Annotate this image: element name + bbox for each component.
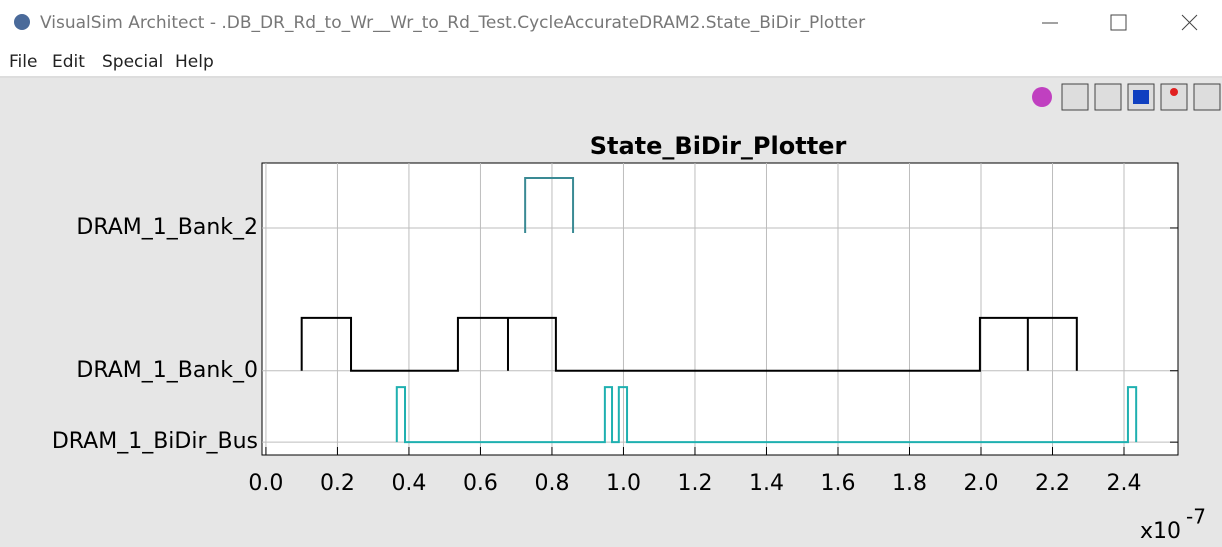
save-button[interactable] bbox=[1061, 83, 1089, 111]
chart: State_BiDir_Plotter x10 -7 0.0 0.2 0.4 0.6 0… bbox=[52, 132, 1206, 544]
x-tick-label: 0.2 bbox=[320, 471, 355, 496]
x-tick-label: 1.6 bbox=[820, 471, 855, 496]
menu-item[interactable]: Special bbox=[102, 52, 163, 72]
x-tick-label: 0.6 bbox=[463, 471, 498, 496]
x-tick-label: 1.0 bbox=[606, 471, 641, 496]
menu-item[interactable]: Edit bbox=[52, 52, 85, 72]
menu-item[interactable]: Help bbox=[175, 52, 214, 72]
reset-icon bbox=[1133, 90, 1149, 104]
x-tick-label: 2.2 bbox=[1035, 471, 1070, 496]
y-tick-label: DRAM_1_Bank_2 bbox=[76, 215, 258, 240]
x-tick-label: 1.2 bbox=[677, 471, 712, 496]
x-tick-label: 2.4 bbox=[1107, 471, 1142, 496]
format-icon bbox=[1170, 88, 1178, 96]
x-tick-label: 2.0 bbox=[963, 471, 998, 496]
x-tick-label: 1.4 bbox=[749, 471, 784, 496]
series-line bbox=[524, 176, 575, 233]
x-tick-label: 1.8 bbox=[892, 471, 927, 496]
x-scale-exponent: -7 bbox=[1186, 505, 1206, 529]
series-line bbox=[300, 316, 1078, 372]
app-icon bbox=[14, 14, 30, 30]
x-tick-label: 0.8 bbox=[534, 471, 569, 496]
x-tick-label: 0.4 bbox=[391, 471, 426, 496]
series-line bbox=[395, 386, 1138, 444]
toolbar bbox=[1032, 83, 1221, 111]
titlebar-bg bbox=[0, 0, 1222, 78]
plot-area bbox=[261, 162, 1179, 456]
y-tick-label: DRAM_1_Bank_0 bbox=[76, 358, 258, 383]
color-button[interactable] bbox=[1032, 87, 1052, 107]
x-tick-label: 0.0 bbox=[248, 471, 283, 496]
print-button[interactable] bbox=[1094, 83, 1122, 111]
window-title: VisualSim Architect - .DB_DR_Rd_to_Wr__W… bbox=[40, 13, 865, 33]
menu-item[interactable]: File bbox=[9, 52, 37, 72]
close-button[interactable] bbox=[1181, 14, 1198, 31]
maximize-button[interactable] bbox=[1110, 14, 1127, 31]
x-scale-label: x10 bbox=[1140, 519, 1181, 544]
format-button[interactable] bbox=[1160, 83, 1188, 111]
y-tick-label: DRAM_1_BiDir_Bus bbox=[52, 429, 258, 454]
fill-button[interactable] bbox=[1193, 83, 1221, 111]
chart-title: State_BiDir_Plotter bbox=[590, 132, 847, 160]
